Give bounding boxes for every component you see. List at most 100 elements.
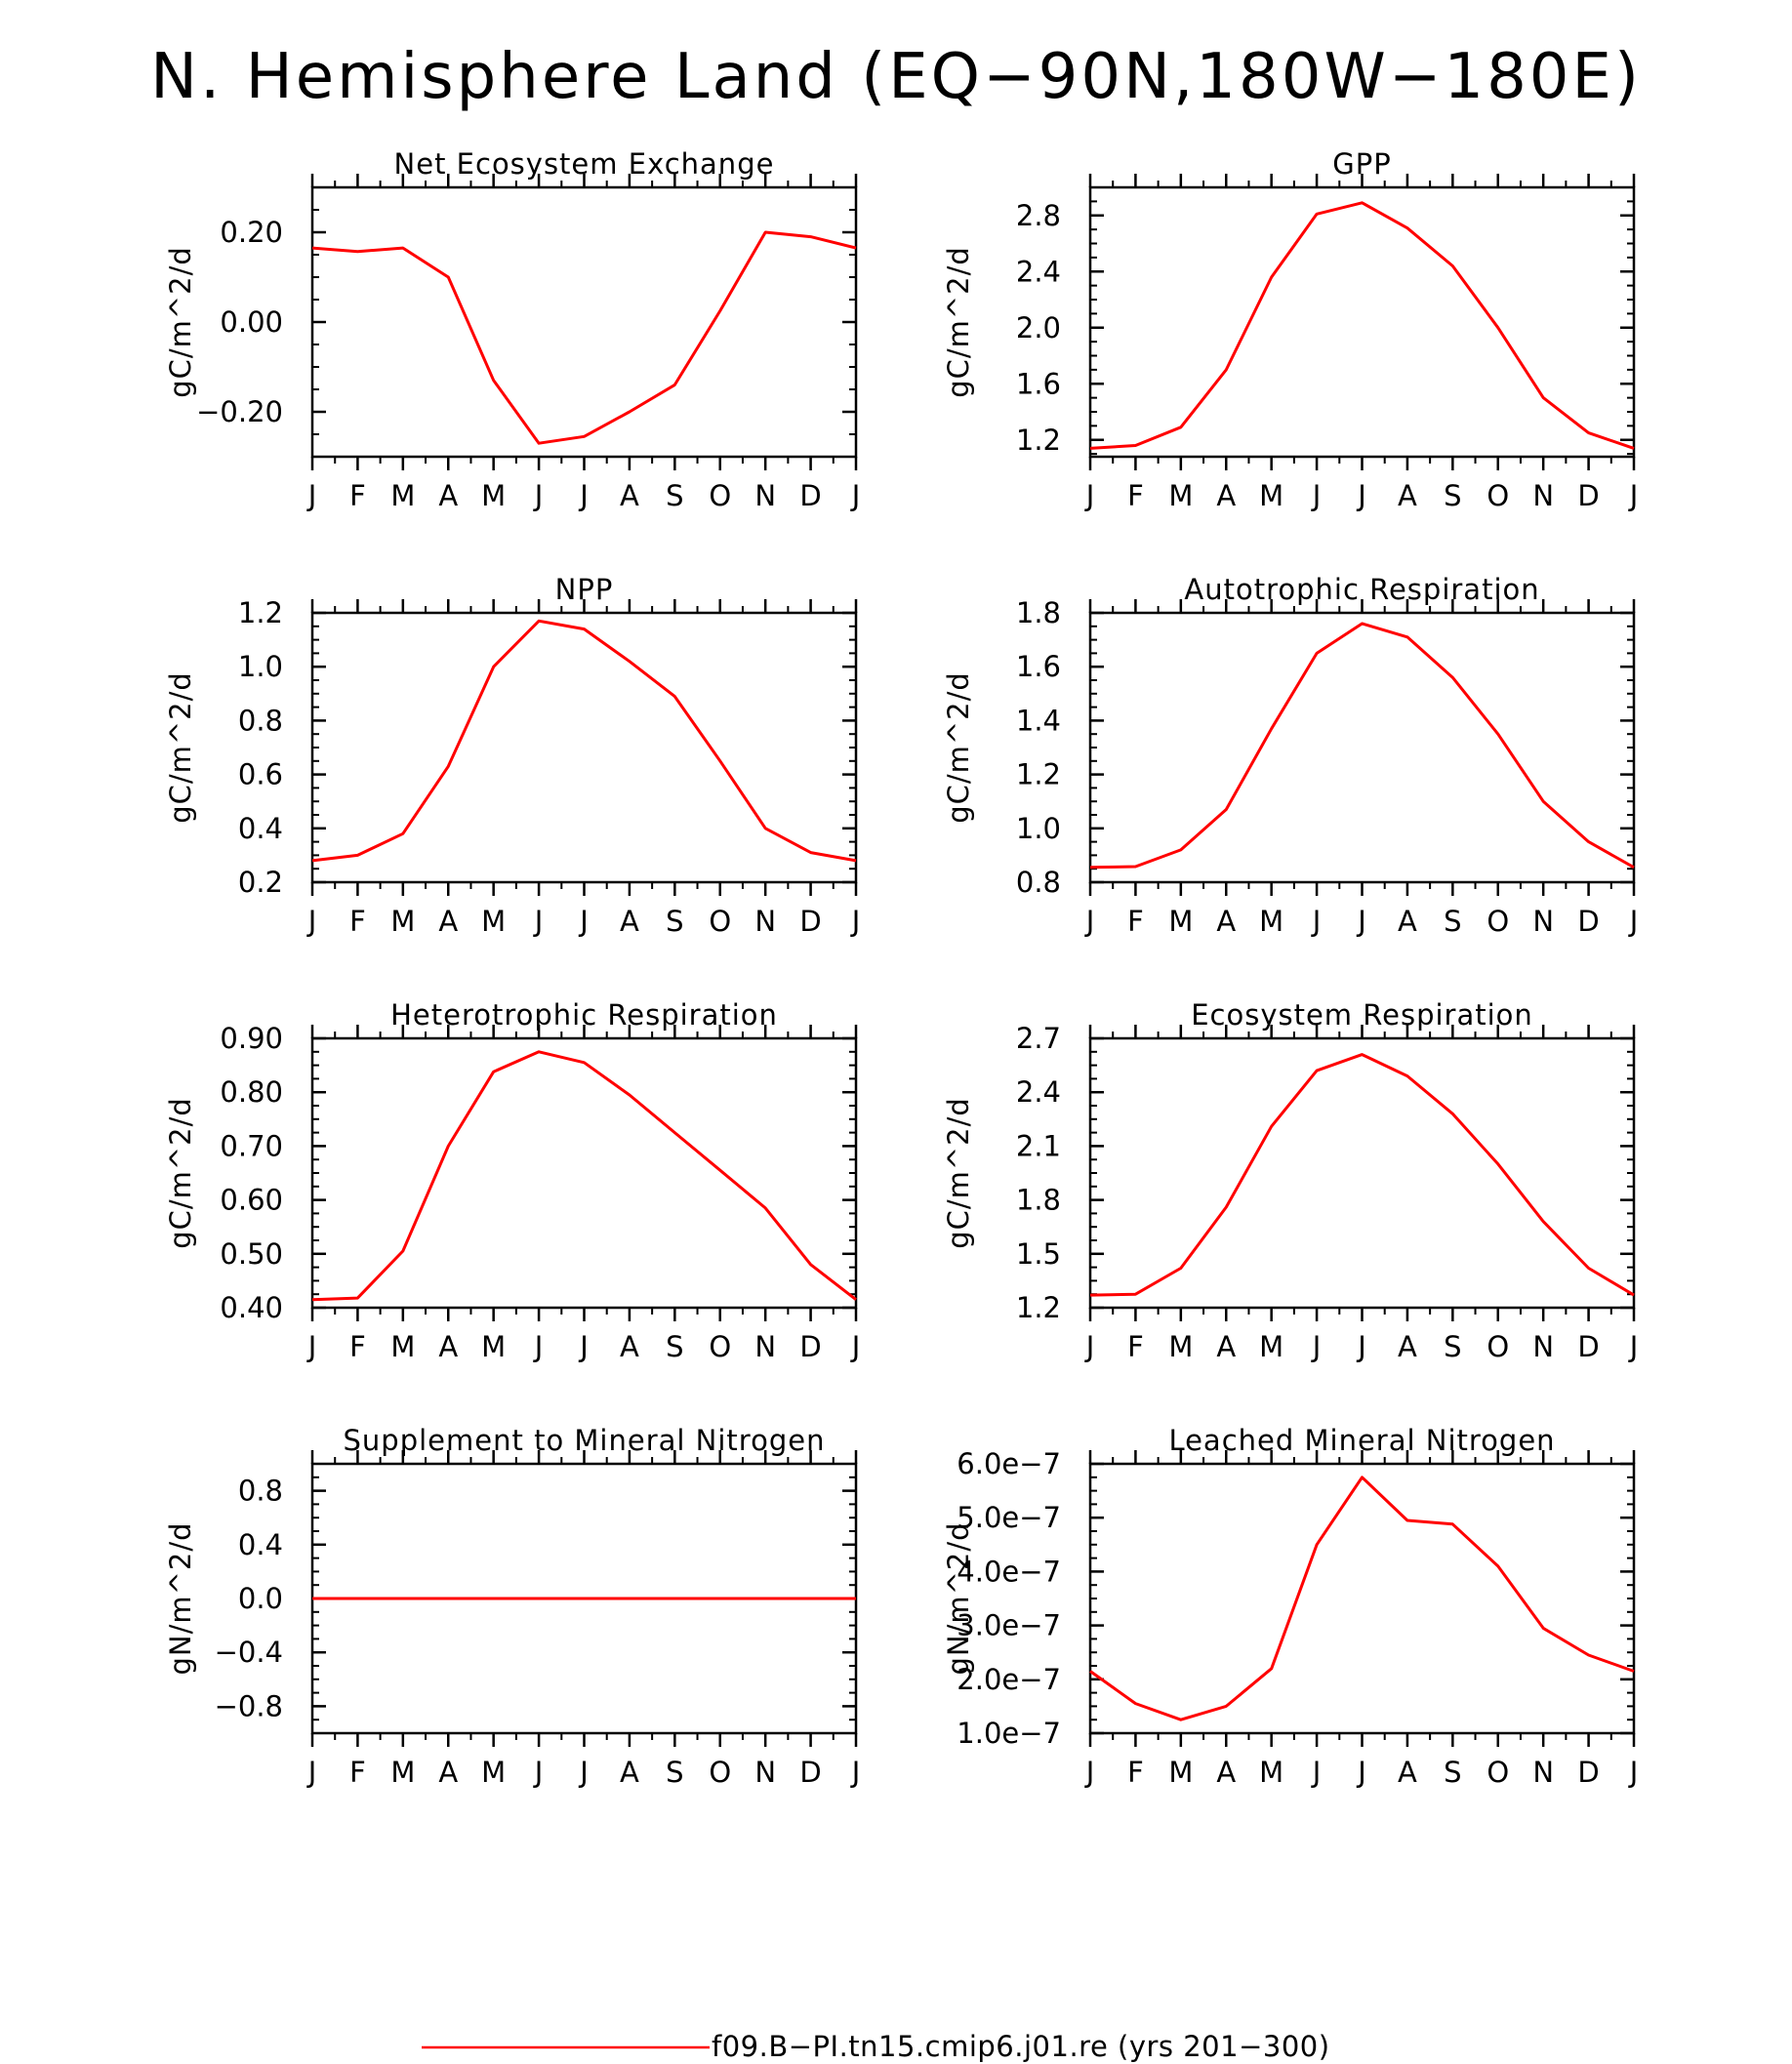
x-tick-label: A xyxy=(1216,479,1236,512)
x-tick-label: J xyxy=(850,905,861,938)
y-tick-label: 0.8 xyxy=(238,704,283,737)
x-tick-label: M xyxy=(390,905,415,938)
x-tick-label: D xyxy=(799,1756,821,1789)
x-tick-label: N xyxy=(754,1330,776,1363)
series-line xyxy=(1089,1476,1635,1721)
x-tick-label: S xyxy=(666,1330,683,1363)
x-tick-label: J xyxy=(533,1330,544,1363)
y-tick-label: 0.80 xyxy=(220,1075,283,1109)
y-tick-label: 2.7 xyxy=(1016,1022,1061,1055)
x-tick-label: M xyxy=(1168,1330,1193,1363)
series-line xyxy=(1089,1053,1635,1297)
x-tick-label: A xyxy=(438,479,458,512)
x-tick-label: J xyxy=(1084,1330,1095,1363)
y-tick-label: 2.4 xyxy=(1016,1075,1061,1109)
y-tick-label: 0.00 xyxy=(220,305,283,339)
x-tick-label: M xyxy=(1259,905,1283,938)
x-tick-label: J xyxy=(1356,479,1366,512)
x-tick-label: J xyxy=(578,1330,589,1363)
y-tick-label: 2.1 xyxy=(1016,1129,1061,1162)
x-tick-label: N xyxy=(754,479,776,512)
x-tick-label: A xyxy=(1398,905,1417,938)
x-tick-label: F xyxy=(349,479,366,512)
x-tick-label: A xyxy=(1216,1330,1236,1363)
x-tick-label: J xyxy=(1628,905,1639,938)
y-axis-label: gC/m^2/d xyxy=(164,671,197,824)
x-tick-label: D xyxy=(1577,1330,1599,1363)
y-tick-label: 1.2 xyxy=(1016,758,1061,791)
y-tick-label: 0.70 xyxy=(220,1129,283,1162)
y-tick-label: 0.50 xyxy=(220,1237,283,1271)
x-tick-label: J xyxy=(533,479,544,512)
x-tick-label: A xyxy=(620,479,639,512)
x-tick-label: F xyxy=(1127,905,1144,938)
y-tick-label: 0.4 xyxy=(238,1528,283,1561)
y-axis-label: gN/m^2/d xyxy=(164,1521,197,1675)
x-tick-label: O xyxy=(709,905,731,938)
y-tick-label: 2.0 xyxy=(1016,311,1061,344)
x-tick-label: J xyxy=(1356,1330,1366,1363)
plot-frame xyxy=(1088,611,1636,884)
x-tick-label: J xyxy=(850,1330,861,1363)
series-line xyxy=(311,1050,857,1302)
x-tick-label: J xyxy=(1628,1756,1639,1789)
x-tick-label: J xyxy=(578,905,589,938)
x-tick-label: F xyxy=(349,1756,366,1789)
y-tick-label: 0.6 xyxy=(238,758,283,791)
x-tick-label: J xyxy=(306,905,317,938)
legend-label: f09.B−PI.tn15.cmip6.j01.re (yrs 201−300) xyxy=(712,2030,1330,2063)
page-title: N. Hemisphere Land (EQ−90N,180W−180E) xyxy=(150,41,1642,113)
x-tick-label: M xyxy=(1168,479,1193,512)
y-tick-label: 1.2 xyxy=(1016,424,1061,457)
x-tick-label: N xyxy=(754,1756,776,1789)
x-tick-label: J xyxy=(1311,1330,1322,1363)
series-line xyxy=(311,230,857,445)
y-axis-label: gC/m^2/d xyxy=(942,246,975,398)
x-tick-label: F xyxy=(349,1330,366,1363)
x-tick-label: N xyxy=(1532,905,1554,938)
plot-frame xyxy=(1088,185,1636,459)
x-tick-label: A xyxy=(1398,479,1417,512)
y-tick-label: −0.20 xyxy=(196,395,283,428)
x-tick-label: F xyxy=(1127,479,1144,512)
x-tick-label: J xyxy=(850,1756,861,1789)
x-tick-label: D xyxy=(1577,1756,1599,1789)
x-tick-label: O xyxy=(709,1330,731,1363)
y-tick-label: 3.0e−7 xyxy=(957,1609,1061,1642)
y-tick-label: 0.2 xyxy=(238,866,283,899)
x-tick-label: D xyxy=(799,1330,821,1363)
x-tick-label: J xyxy=(1628,479,1639,512)
x-tick-label: J xyxy=(1311,905,1322,938)
y-tick-label: 2.0e−7 xyxy=(957,1663,1061,1696)
plot-frame xyxy=(1088,1036,1636,1310)
x-tick-label: M xyxy=(481,905,506,938)
x-tick-label: O xyxy=(709,479,731,512)
x-tick-label: M xyxy=(1168,1756,1193,1789)
x-tick-label: D xyxy=(1577,479,1599,512)
x-tick-label: M xyxy=(1259,479,1283,512)
x-tick-label: N xyxy=(1532,1756,1554,1789)
y-tick-label: 2.4 xyxy=(1016,255,1061,288)
x-tick-label: A xyxy=(620,1756,639,1789)
x-tick-label: J xyxy=(533,1756,544,1789)
plot-frame xyxy=(1088,1462,1636,1735)
y-tick-label: 1.6 xyxy=(1016,367,1061,400)
x-tick-label: A xyxy=(1398,1330,1417,1363)
y-tick-label: −0.8 xyxy=(215,1689,283,1722)
x-tick-label: A xyxy=(438,1330,458,1363)
y-tick-label: 1.2 xyxy=(238,596,283,629)
y-tick-label: −0.4 xyxy=(215,1636,283,1669)
plot-frame xyxy=(310,611,858,884)
x-tick-label: A xyxy=(1216,905,1236,938)
x-tick-label: F xyxy=(349,905,366,938)
y-tick-label: 1.0e−7 xyxy=(957,1717,1061,1750)
y-tick-label: 0.4 xyxy=(238,812,283,845)
x-tick-label: O xyxy=(1487,1330,1509,1363)
series-line xyxy=(1089,201,1635,450)
